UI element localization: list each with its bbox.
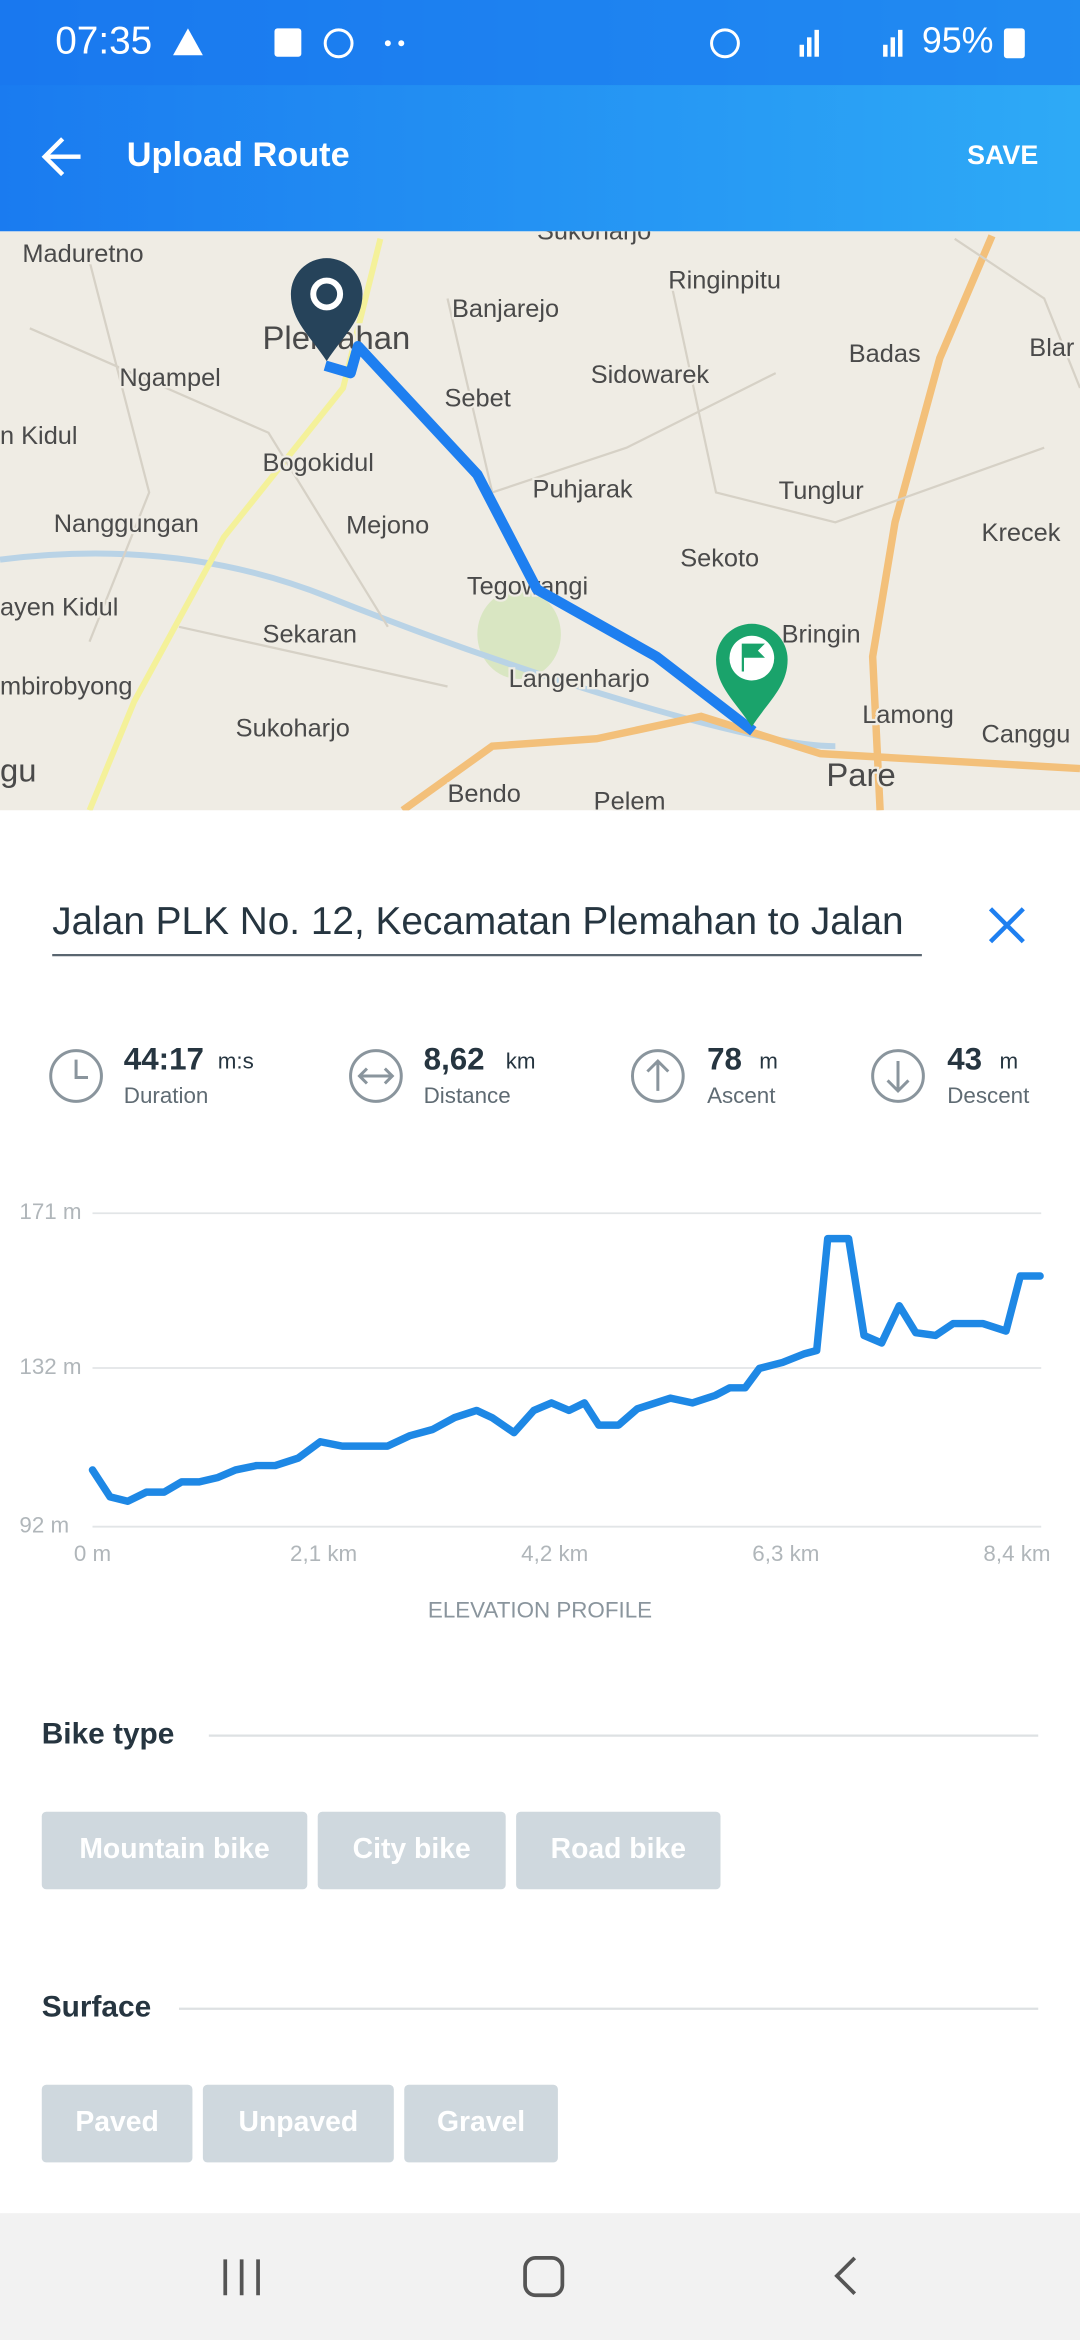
option-chip[interactable] <box>516 1811 721 1890</box>
option-label[interactable]: Unpaved <box>239 2106 359 2138</box>
map-streets <box>29 237 1080 688</box>
recents-button[interactable] <box>223 2259 260 2296</box>
home-button[interactable] <box>523 2256 565 2298</box>
status-bar <box>0 0 1080 86</box>
map-label: Sidowarek <box>591 361 710 389</box>
map-label: Sebet <box>445 385 511 413</box>
elevation-line <box>88 1234 1044 1506</box>
x-tick-label: 6,3 km <box>752 1541 819 1566</box>
stat-icons <box>49 1049 925 1103</box>
option-label[interactable]: Paved <box>75 2106 158 2138</box>
back-button[interactable] <box>41 137 81 177</box>
chart-title: ELEVATION PROFILE <box>428 1598 652 1623</box>
map-label: Sekoto <box>680 544 759 572</box>
map-road <box>868 234 996 811</box>
y-tick-label: 92 m <box>19 1513 69 1538</box>
y-tick-label: 171 m <box>19 1199 81 1224</box>
stat-value: 44:17 <box>124 1041 204 1076</box>
stat-label: Distance <box>424 1083 511 1108</box>
status-time: 07:35 <box>55 20 152 63</box>
x-tick-label: 2,1 km <box>290 1541 357 1566</box>
save-button[interactable]: SAVE <box>967 140 1038 170</box>
map-label: ayen Kidul <box>0 594 118 622</box>
stat-value: 43 <box>947 1041 982 1076</box>
map-label: Ngampel <box>119 364 220 392</box>
stat-label: Ascent <box>707 1083 776 1108</box>
map-label: Canggu <box>982 720 1071 748</box>
battery-level: 95% <box>922 21 994 61</box>
elevation-chart: 92 m 132 m 171 m 0 m 2,1 km 4,2 km 6,3 km 8,4 k… <box>19 1199 1050 1622</box>
map-label: Puhjarak <box>533 476 633 504</box>
map-road <box>400 712 1080 811</box>
map-label: gu <box>0 752 36 789</box>
map-label: Ringinpitu <box>668 267 781 295</box>
stat-value: 78 <box>707 1041 742 1076</box>
stats: 44:17 m:s Duration 8,62 km Distance 78 m Ascent 4… <box>124 1041 1030 1107</box>
option-label[interactable]: Road bike <box>551 1833 686 1865</box>
map-label: Sukoharjo <box>236 714 350 742</box>
x-tick-label: 0 m <box>74 1541 111 1566</box>
stat-value: 8,62 <box>424 1041 485 1076</box>
stat-label: Descent <box>947 1083 1030 1108</box>
stat-label: Duration <box>124 1083 209 1108</box>
map-park <box>477 589 561 680</box>
map-label: Tunglur <box>779 477 865 505</box>
option-label[interactable]: Gravel <box>437 2106 525 2138</box>
map-label: Bendo <box>448 780 521 808</box>
route-name-field[interactable]: Jalan PLK No. 12, Kecamatan Plemahan to … <box>52 900 903 943</box>
x-tick-label: 4,2 km <box>521 1541 588 1566</box>
map: SukoharjoMaduretnoRinginpituBanjarejoPle… <box>0 218 1080 816</box>
route-line <box>323 341 757 736</box>
option-label[interactable]: City bike <box>353 1833 471 1865</box>
end-marker-flag <box>741 643 765 672</box>
map-label: n Kidul <box>0 422 78 450</box>
map-label: Badas <box>849 340 921 368</box>
option-chip[interactable] <box>404 2084 558 2163</box>
nav-bar <box>0 2213 1080 2340</box>
start-marker-dot <box>310 277 344 311</box>
clear-button[interactable] <box>988 907 1025 944</box>
status-icons <box>173 28 1025 59</box>
map-label: Sukoharjo <box>537 218 651 246</box>
map-label: Pare <box>826 756 895 793</box>
stat-unit: km <box>506 1048 536 1073</box>
map-label: Bogokidul <box>263 449 374 477</box>
stat-unit: m <box>999 1048 1018 1073</box>
option-chip[interactable] <box>41 2084 193 2163</box>
section-title: Surface <box>42 1991 151 2024</box>
map-label: Langenharjo <box>509 665 650 693</box>
option-chip[interactable] <box>202 2084 394 2163</box>
map-road <box>86 238 384 811</box>
map-label: Maduretno <box>22 240 143 268</box>
option-chip[interactable] <box>41 1811 308 1890</box>
y-tick-label: 132 m <box>19 1354 81 1379</box>
stat-unit: m:s <box>218 1048 254 1073</box>
end-marker-disc <box>729 635 775 681</box>
map-label: Mejono <box>346 511 429 539</box>
option-label[interactable]: Mountain bike <box>79 1833 269 1865</box>
route-name[interactable]: Jalan PLK No. 12, Kecamatan Plemahan to … <box>52 900 903 943</box>
x-tick-label: 8,4 km <box>983 1541 1050 1566</box>
options: Bike type Mountain bike City bike Road bike… <box>41 1717 1039 2163</box>
map-label: Blar <box>1029 334 1075 362</box>
map-label: mbirobyong <box>0 673 132 701</box>
back-nav-button[interactable] <box>834 2256 857 2296</box>
map-label: Pelem <box>594 788 666 816</box>
option-chip[interactable] <box>317 1811 506 1890</box>
map-label: Sekaran <box>263 620 357 648</box>
map-label: Nanggungan <box>54 510 199 538</box>
map-label: Lamong <box>862 701 954 729</box>
page-title: Upload Route <box>127 136 350 174</box>
map-label: Banjarejo <box>452 295 559 323</box>
map-background <box>0 231 1080 811</box>
section-title: Bike type <box>42 1717 175 1750</box>
map-label: Bringin <box>782 620 861 648</box>
stat-unit: m <box>759 1048 778 1073</box>
map-label: Krecek <box>982 519 1061 547</box>
